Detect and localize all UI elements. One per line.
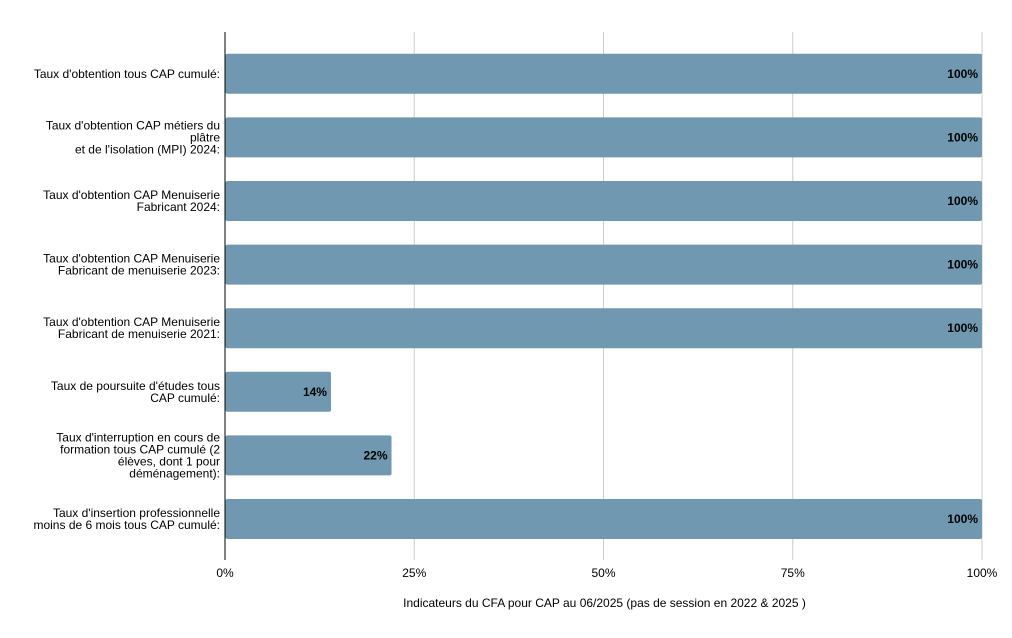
category-label-4: Taux d'obtention CAP Menuiserie Fabricant… [43, 315, 220, 341]
value-label-2: 100% [947, 194, 978, 208]
category-label-7: Taux d'insertion professionnelle moins de… [33, 506, 220, 532]
x-tick-label-4: 100% [967, 566, 998, 580]
value-label-6: 22% [364, 448, 388, 462]
bar-4 [225, 308, 982, 349]
bar-3 [225, 244, 982, 285]
bar-1 [225, 117, 982, 158]
x-tick-label-3: 75% [781, 566, 805, 580]
value-label-0: 100% [947, 67, 978, 81]
x-tick-label-2: 50% [591, 566, 615, 580]
category-label-1: Taux d'obtention CAP métiers du plâtre et … [46, 118, 220, 156]
value-label-5: 14% [303, 385, 327, 399]
category-label-0: Taux d'obtention tous CAP cumulé: [34, 67, 220, 81]
value-label-1: 100% [947, 130, 978, 144]
bar-0 [225, 53, 982, 94]
bar-7 [225, 499, 982, 539]
value-label-3: 100% [947, 258, 978, 272]
bar-2 [225, 181, 982, 221]
category-label-2: Taux d'obtention CAP Menuiserie Fabricant… [43, 188, 220, 214]
category-label-6: Taux d'interruption en cours de formation… [56, 430, 220, 480]
value-label-4: 100% [947, 321, 978, 335]
category-label-5: Taux de poursuite d'études tous CAP cumul… [51, 379, 220, 405]
category-label-3: Taux d'obtention CAP Menuiserie Fabricant… [43, 252, 220, 278]
bar-6 [225, 435, 392, 476]
value-label-7: 100% [947, 512, 978, 526]
x-tick-label-1: 25% [402, 566, 426, 580]
bar-5 [225, 371, 331, 412]
x-tick-label-0: 0% [216, 566, 234, 580]
x-axis-title: Indicateurs du CFA pour CAP au 06/2025 (… [403, 596, 806, 610]
